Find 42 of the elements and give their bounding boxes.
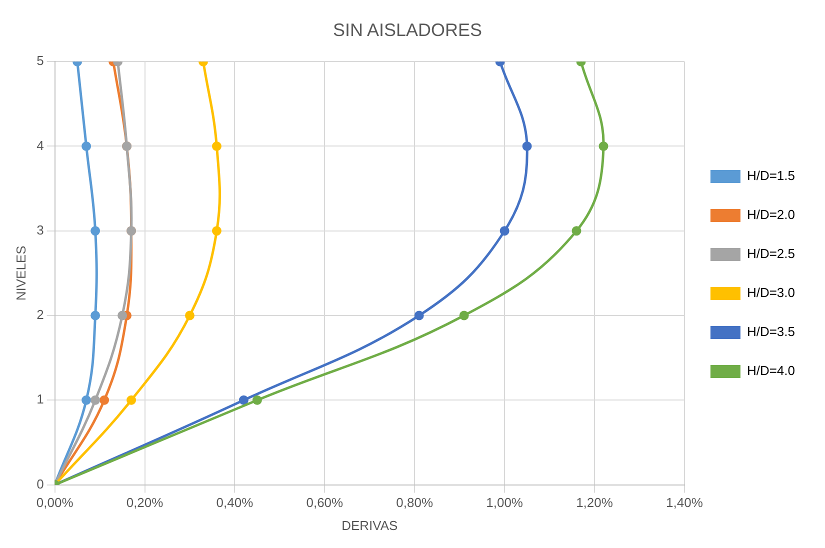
point [90, 395, 100, 405]
point [100, 395, 110, 405]
y-tick-label: 3 [36, 222, 44, 238]
point [126, 395, 136, 405]
y-tick-label: 4 [36, 138, 44, 153]
point [90, 226, 100, 236]
point [238, 395, 248, 405]
x-tick-label: 0,40% [216, 495, 254, 510]
point [500, 226, 510, 236]
point [252, 395, 262, 405]
y-tick-label: 0 [36, 476, 44, 492]
y-tick-label: 1 [36, 392, 44, 407]
x-tick-label: 1,40% [666, 495, 704, 510]
legend-label: H/D=1.5 [746, 168, 796, 184]
x-tick-label: 0,00% [36, 495, 74, 510]
legend-label: H/D=3.5 [746, 324, 796, 340]
point [82, 141, 92, 151]
legend-label: H/D=3.0 [746, 285, 796, 300]
chart-title: SIN AISLADORES [332, 20, 482, 40]
x-tick-label: 1,00% [486, 495, 524, 510]
legend-label: H/D=4.0 [746, 363, 796, 378]
point [414, 310, 424, 320]
point [82, 395, 92, 405]
point [572, 226, 582, 236]
x-tick-label: 1,20% [576, 495, 614, 510]
legend-label: H/D=2.0 [746, 207, 796, 222]
point [118, 310, 128, 320]
point [185, 310, 194, 320]
point [522, 141, 532, 151]
y-axis-title: NIVELES [13, 245, 28, 301]
x-tick-label: 0,80% [396, 495, 434, 510]
y-tick-label: 5 [36, 53, 44, 68]
x-tick-label: 0,20% [126, 495, 164, 510]
point [90, 310, 100, 320]
point [598, 141, 608, 151]
point [212, 226, 222, 236]
legend-label: H/D=2.5 [746, 246, 796, 262]
point [459, 310, 469, 320]
x-axis-title: DERIVAS [342, 518, 398, 533]
y-tick-label: 2 [36, 307, 44, 322]
x-tick-label: 0,60% [306, 495, 344, 510]
point [212, 141, 222, 151]
